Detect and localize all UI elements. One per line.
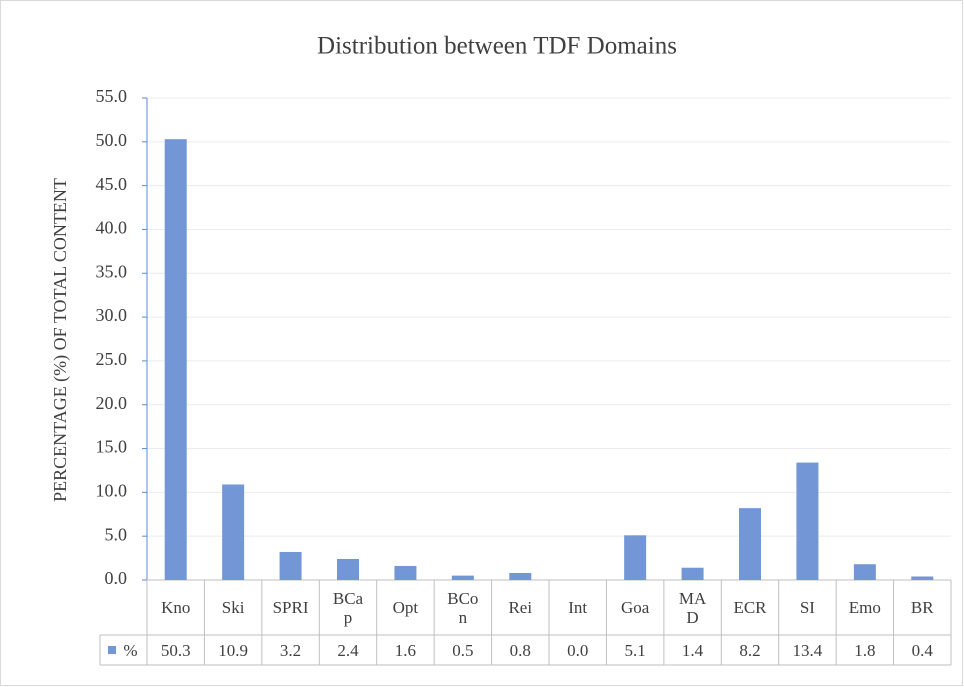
bar — [624, 535, 647, 580]
x-tick-label-text: Int — [568, 598, 588, 617]
value-label-text: 5.1 — [624, 640, 646, 660]
x-tick-label-text: Opt — [392, 598, 419, 617]
value-label-text: 0.8 — [509, 640, 531, 660]
x-tick-label-text: BCap — [332, 588, 364, 627]
bar — [394, 565, 417, 580]
y-tick-label: 35.0 — [96, 261, 128, 281]
y-tick-label: 0.0 — [105, 568, 128, 588]
x-tick-label-text: Rei — [508, 598, 533, 617]
x-tick-label: Emo — [836, 580, 893, 635]
y-axis-label: PERCENTAGE (%) OF TOTAL CONTENT — [50, 178, 71, 502]
x-tick-label: Goa — [606, 580, 663, 635]
bar — [681, 567, 704, 580]
value-label: 2.4 — [319, 635, 376, 665]
y-tick-label: 55.0 — [96, 86, 128, 106]
y-tick-label: 25.0 — [96, 349, 128, 369]
bar — [222, 484, 245, 580]
x-tick-label-text: Goa — [620, 598, 650, 617]
value-label-text: 0.5 — [452, 640, 474, 660]
y-tick-label: 40.0 — [96, 218, 128, 238]
value-label-text: 8.2 — [739, 640, 761, 660]
x-tick-label-text: Ski — [221, 598, 245, 617]
x-tick-label-text: SPRI — [272, 598, 309, 617]
y-tick-label: 10.0 — [96, 480, 128, 500]
x-tick-label: Opt — [377, 580, 434, 635]
y-tick-label: 5.0 — [105, 524, 128, 544]
x-tick-label-text: BCon — [447, 588, 479, 627]
value-label-text: 2.4 — [337, 640, 359, 660]
legend-label-text: % — [123, 640, 138, 660]
x-tick-label: BR — [894, 580, 951, 635]
value-label: 50.3 — [147, 635, 204, 665]
x-tick-label-text: MAD — [678, 588, 707, 627]
legend-label: % — [116, 635, 145, 665]
x-tick-label-text: Emo — [848, 598, 881, 617]
x-tick-label-text: BR — [910, 598, 934, 617]
value-label: 0.5 — [434, 635, 491, 665]
value-label-text: 50.3 — [160, 640, 191, 660]
value-label: 3.2 — [262, 635, 319, 665]
value-label: 0.0 — [549, 635, 606, 665]
bar — [911, 576, 934, 580]
y-tick-label: 20.0 — [96, 393, 128, 413]
bar — [796, 462, 819, 580]
bar — [164, 139, 187, 580]
legend-swatch — [108, 646, 116, 654]
bar — [509, 572, 532, 580]
value-label: 0.8 — [492, 635, 549, 665]
x-tick-label: SPRI — [262, 580, 319, 635]
x-tick-label-text: Kno — [161, 598, 191, 617]
bar — [337, 558, 359, 580]
value-label-text: 1.8 — [854, 640, 876, 660]
value-label-text: 0.4 — [911, 640, 933, 660]
bar — [451, 575, 474, 580]
value-label: 1.4 — [664, 635, 721, 665]
x-tick-label: ECR — [721, 580, 778, 635]
x-tick-label-text: SI — [799, 598, 815, 617]
value-label-text: 3.2 — [279, 640, 302, 660]
x-tick-label: Int — [549, 580, 606, 635]
value-label: 13.4 — [779, 635, 836, 665]
x-tick-label: Kno — [147, 580, 204, 635]
value-label: 1.8 — [836, 635, 893, 665]
value-label-text: 1.6 — [394, 640, 417, 660]
value-label-text: 1.4 — [681, 640, 704, 660]
value-label: 1.6 — [377, 635, 434, 665]
bar — [739, 508, 761, 580]
x-tick-label-text: ECR — [733, 598, 767, 617]
value-label: 8.2 — [721, 635, 778, 665]
x-tick-label: BCon — [434, 580, 491, 635]
value-label-text: 13.4 — [792, 640, 823, 660]
x-tick-label: BCap — [319, 580, 376, 635]
value-label-text: 10.9 — [218, 640, 248, 660]
x-tick-label: MAD — [664, 580, 721, 635]
y-tick-label: 45.0 — [96, 174, 128, 194]
x-tick-label: SI — [779, 580, 836, 635]
y-tick-label: 30.0 — [96, 305, 128, 325]
chart-title: Distribution between TDF Domains — [317, 33, 677, 60]
value-label: 5.1 — [606, 635, 663, 665]
bar — [279, 551, 302, 580]
y-tick-label: 15.0 — [96, 437, 128, 457]
x-tick-label: Ski — [204, 580, 261, 635]
value-label: 0.4 — [894, 635, 951, 665]
y-tick-label: 50.0 — [96, 130, 128, 150]
value-label-text: 0.0 — [567, 640, 589, 660]
bar — [853, 564, 876, 580]
value-label: 10.9 — [204, 635, 261, 665]
x-tick-label: Rei — [492, 580, 549, 635]
